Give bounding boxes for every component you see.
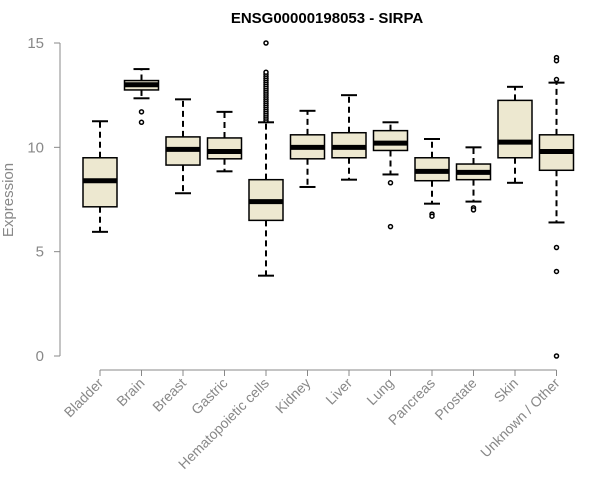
- box-iqr: [206, 137, 243, 160]
- outlier-point: [553, 76, 560, 83]
- box-unknown-other: [538, 54, 575, 359]
- box-breast: [165, 98, 201, 195]
- box-prostate: [455, 146, 492, 213]
- box-kidney: [289, 109, 326, 188]
- y-tick-label: 15: [27, 35, 44, 52]
- outlier-point: [387, 180, 394, 186]
- x-tick-label: Liver: [322, 375, 355, 408]
- y-axis: 0 5 10 15: [27, 35, 61, 365]
- x-tick-label: Prostate: [431, 375, 479, 423]
- x-tick-label: Lung: [363, 375, 396, 408]
- x-tick-label: Kidney: [272, 375, 314, 417]
- outlier-point: [263, 69, 269, 75]
- boxes-group: [82, 40, 575, 359]
- outlier-point: [429, 213, 435, 219]
- box-gastric: [206, 110, 243, 173]
- box-pancreas: [414, 137, 450, 219]
- x-tick-label: Skin: [491, 375, 522, 406]
- y-axis-label: Expression: [0, 163, 17, 237]
- chart-title: ENSG00000198053 - SIRPA: [231, 10, 424, 27]
- box-bladder: [82, 120, 118, 233]
- y-tick-label: 0: [36, 348, 44, 365]
- x-tick-label: Breast: [149, 375, 189, 415]
- outlier-point: [553, 244, 560, 251]
- outlier-point: [138, 109, 145, 115]
- outlier-point: [553, 353, 560, 359]
- x-tick-label: Brain: [113, 375, 147, 409]
- outlier-point: [470, 207, 477, 213]
- outlier-point: [553, 57, 560, 64]
- box-brain: [123, 68, 160, 126]
- outlier-point: [138, 119, 145, 126]
- outlier-point: [553, 268, 560, 275]
- box-lung: [372, 121, 409, 230]
- box-iqr: [497, 99, 533, 159]
- box-iqr: [372, 129, 409, 152]
- y-tick-label: 5: [36, 244, 44, 261]
- outlier-point: [263, 40, 269, 46]
- box-hematopoietic-cells: [248, 40, 284, 277]
- outlier-point: [387, 223, 394, 230]
- box-skin: [497, 85, 533, 184]
- box-liver: [331, 94, 367, 181]
- x-tick-label: Unknown / Other: [477, 375, 563, 461]
- x-tick-label: Bladder: [61, 375, 107, 421]
- y-tick-label: 10: [27, 139, 44, 156]
